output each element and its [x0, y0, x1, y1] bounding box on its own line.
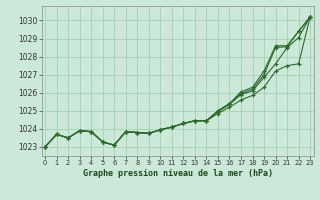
X-axis label: Graphe pression niveau de la mer (hPa): Graphe pression niveau de la mer (hPa) [83, 169, 273, 178]
